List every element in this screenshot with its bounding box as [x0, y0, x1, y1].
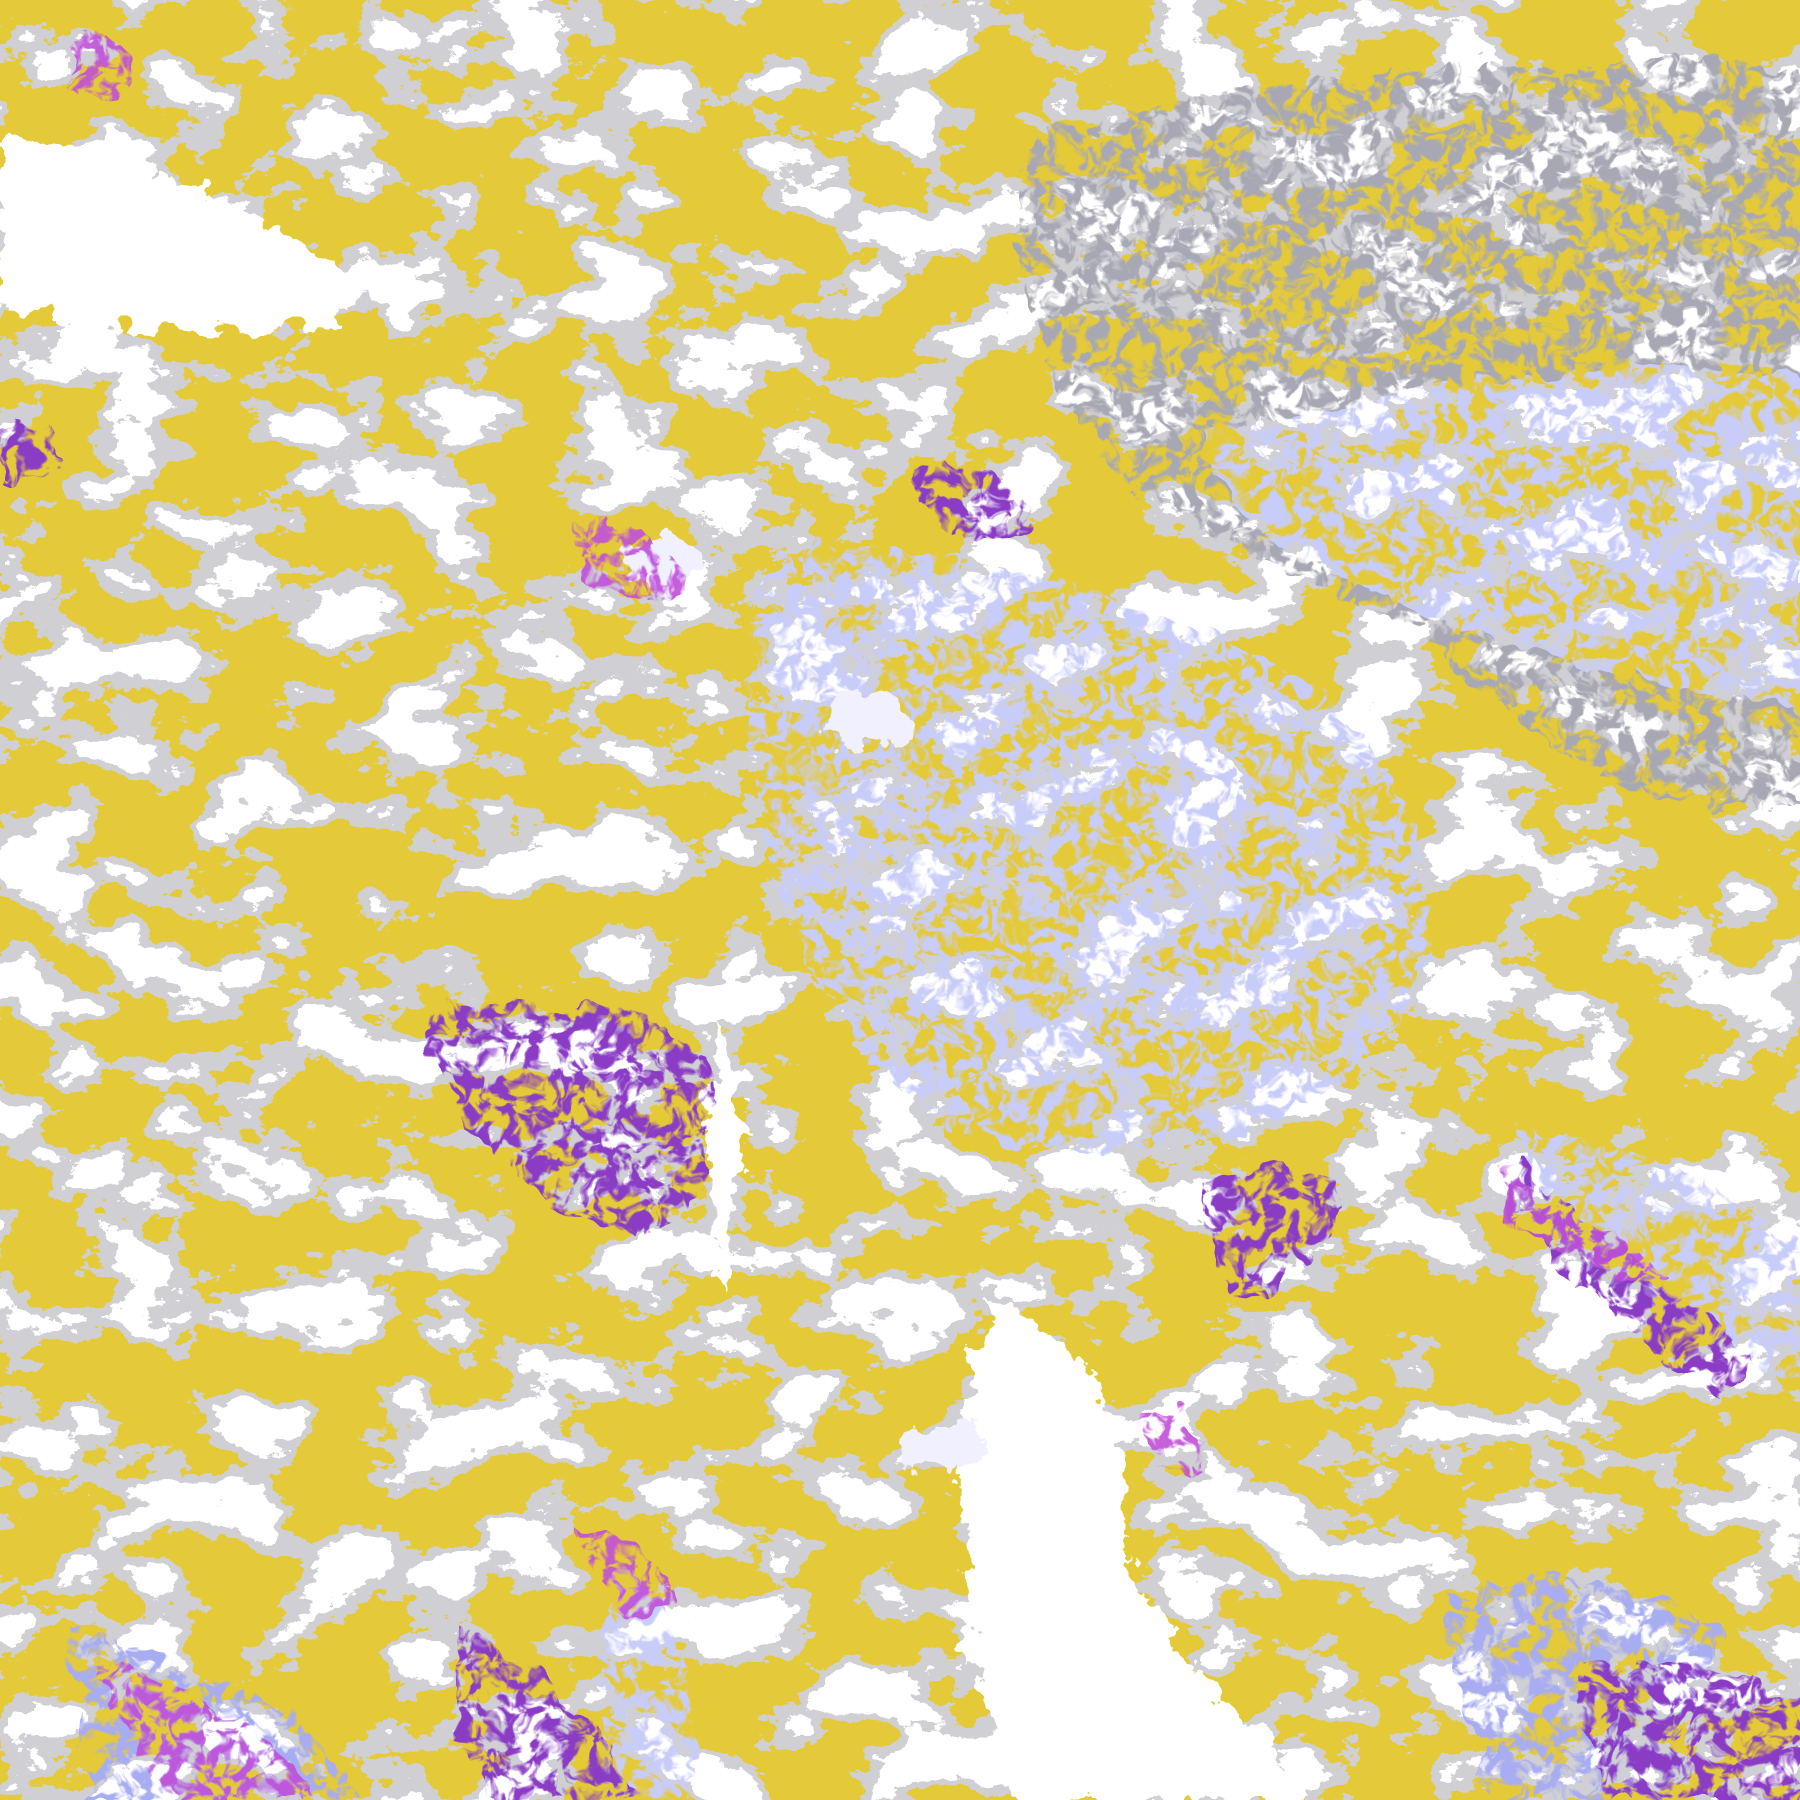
- purple-region: [424, 1001, 715, 1240]
- lavender-region: [596, 1561, 695, 1800]
- magenta-regions: [66, 32, 1677, 1800]
- magenta-region: [1136, 1409, 1208, 1472]
- white-regions: [0, 137, 1309, 1800]
- magenta-region: [91, 1653, 322, 1800]
- magenta-region: [1503, 1170, 1677, 1282]
- lavender-region: [1205, 366, 1800, 712]
- purple-region: [454, 1630, 643, 1800]
- magenta-region: [66, 32, 134, 106]
- purple-region: [1579, 1656, 1800, 1800]
- purple-region: [0, 421, 60, 483]
- white-region: [906, 1421, 988, 1472]
- white-region: [708, 1010, 741, 1286]
- purple-region: [918, 467, 1034, 541]
- white-region: [962, 1297, 1309, 1800]
- white-region: [0, 137, 368, 332]
- lavender-region: [1515, 1125, 1800, 1378]
- purple-region: [1201, 1167, 1344, 1299]
- magenta-region: [573, 1526, 678, 1615]
- white-region: [826, 692, 907, 750]
- magenta-region: [573, 525, 689, 598]
- lavender-region: [750, 546, 1431, 1152]
